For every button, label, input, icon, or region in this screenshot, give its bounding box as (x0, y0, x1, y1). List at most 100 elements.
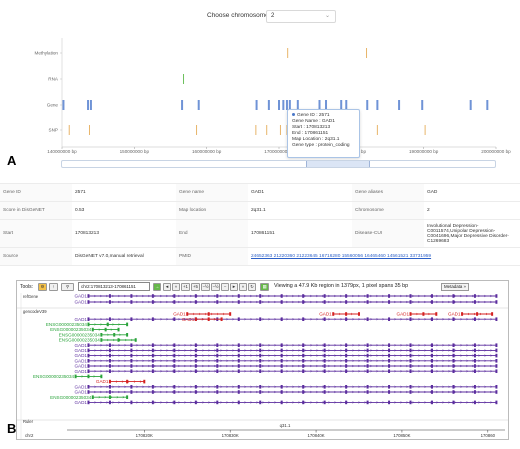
gencode-feature-arrow (298, 390, 301, 394)
nav-button[interactable]: +1 (181, 283, 190, 291)
refgene-feature-arrow (298, 294, 301, 298)
refgene-feature-arrow (382, 294, 385, 298)
refgene-feature-arrow (304, 294, 307, 298)
gencode-feature-label: GAD1 (74, 369, 87, 374)
gencode-feature-arrow (304, 390, 307, 394)
refgene-feature-arrow (130, 294, 133, 298)
gencode-feature-exon (194, 348, 197, 353)
nav-button[interactable]: −½ (201, 283, 210, 291)
gencode-feature-arrow (214, 390, 217, 394)
gencode-feature-arrow (94, 369, 97, 373)
gencode-feature-arrow (262, 349, 265, 352)
gencode-feature-arrow (472, 354, 475, 357)
ruler-tick-label: 170850K (393, 433, 410, 438)
gencode-feature-arrow (304, 364, 307, 368)
gencode-feature-arrow (262, 390, 265, 394)
refgene-feature-arrow (274, 294, 277, 298)
gencode-feature-arrow (418, 343, 421, 347)
chromosome-tracks[interactable]: Methylation RNA Gene SNP 140000000 bp 1500000… (0, 30, 520, 180)
gencode-feature-exon (237, 359, 240, 363)
gencode-feature-arrow (382, 385, 385, 389)
track-mark (255, 125, 257, 135)
gencode-feature-arrow (286, 359, 289, 363)
nav-button[interactable]: +5 (191, 283, 200, 291)
settings-button[interactable]: ⚙ (38, 283, 47, 291)
refgene-feature-arrow (292, 294, 295, 298)
track-mark (421, 100, 424, 110)
refgene-feature-arrow (430, 294, 433, 298)
gencode-feature-label: GAD1 (74, 317, 87, 322)
gencode-feature-arrow (358, 401, 361, 404)
gencode-feature-arrow (256, 369, 259, 373)
chromosome-select[interactable]: 2 ⌄ (266, 10, 336, 23)
gencode-feature-label: ENSG00000235034 (46, 322, 88, 327)
gencode-feature-arrow (256, 349, 259, 352)
gencode-feature-arrow (213, 317, 216, 321)
gencode-feature-arrow (268, 343, 271, 347)
gencode-feature-label: GAD1 (397, 312, 410, 317)
nav-button[interactable]: ◄ (163, 283, 171, 291)
gencode-feature-arrow (100, 343, 103, 347)
gencode-feature-arrow (244, 364, 247, 368)
gencode-feature-arrow (370, 349, 373, 352)
nav-button[interactable]: » (239, 283, 247, 291)
gencode-feature-arrow (418, 390, 421, 394)
disease-cui-label: Disease-CUI (352, 219, 424, 248)
search-button[interactable]: ⚲ (61, 283, 74, 291)
gene-name-value: GAD1 (248, 183, 352, 202)
gencode-feature-arrow (256, 364, 259, 368)
gencode-feature-exon (126, 379, 129, 384)
gencode-feature-arrow (448, 385, 451, 389)
gencode-feature-arrow (124, 369, 127, 373)
range-slider-window[interactable] (306, 161, 370, 167)
gencode-feature-exon (130, 400, 133, 405)
gencode-feature-arrow (94, 343, 97, 347)
gencode-feature-arrow (484, 317, 487, 321)
gencode-feature-arrow (478, 390, 481, 394)
gencode-feature-arrow (184, 354, 187, 357)
gencode-feature-arrow (442, 343, 445, 347)
gencode-feature-arrow (304, 354, 307, 357)
nav-button[interactable]: − (221, 283, 229, 291)
gencode-feature-arrow (292, 401, 295, 404)
gencode-feature-exon (151, 359, 154, 363)
gencode-feature-arrow (484, 385, 487, 389)
refgene-feature-exon (452, 300, 455, 304)
gencode-feature-exon (473, 359, 476, 363)
refgene-feature-exon (216, 294, 219, 298)
nav-button[interactable]: « (172, 283, 180, 291)
gencode-feature-arrow (172, 390, 175, 394)
table-row: Gene ID 2571 Gene name GAD1 Gene aliases… (0, 183, 520, 202)
range-slider[interactable] (61, 160, 496, 168)
go-button[interactable]: → (153, 283, 161, 291)
nav-button[interactable]: −½ (211, 283, 220, 291)
gencode-feature-arrow (484, 364, 487, 368)
coordinate-input[interactable]: chr2:170813213-170861151 (78, 282, 150, 291)
nav-button[interactable]: ► (230, 283, 238, 291)
gencode-feature-exon (473, 348, 476, 353)
gencode-feature-arrow (418, 364, 421, 368)
gencode-feature-arrow (142, 385, 145, 389)
gencode-feature-arrow (454, 343, 457, 347)
gencode-feature-arrow (226, 364, 229, 368)
gencode-feature-arrow (184, 317, 187, 321)
gencode-feature-arrow (394, 401, 397, 404)
pmid-links[interactable]: 24652363 21220360 21223645 16716280 1556… (251, 254, 432, 259)
metadata-button[interactable]: Metadata » (441, 283, 469, 291)
gencode-feature-arrow (418, 369, 421, 373)
gencode-feature-arrow (115, 380, 118, 383)
gencode-feature-arrow (322, 390, 325, 394)
refgene-feature-arrow (388, 294, 391, 298)
refgene-feature-arrow (280, 300, 283, 304)
refgene-feature-arrow (196, 294, 199, 298)
refresh-button[interactable]: ↻ (248, 283, 256, 291)
gencode-feature-arrow (118, 364, 121, 368)
gencode-feature-arrow (118, 390, 121, 394)
refgene-feature-arrow (232, 300, 235, 304)
refgene-feature-arrow (160, 294, 163, 298)
gencode-feature-arrow (136, 369, 139, 373)
gencode-feature-arrow (310, 349, 313, 352)
bookmark-button[interactable]: ▦ (260, 283, 269, 291)
pin-button[interactable]: ↑ (49, 283, 58, 291)
